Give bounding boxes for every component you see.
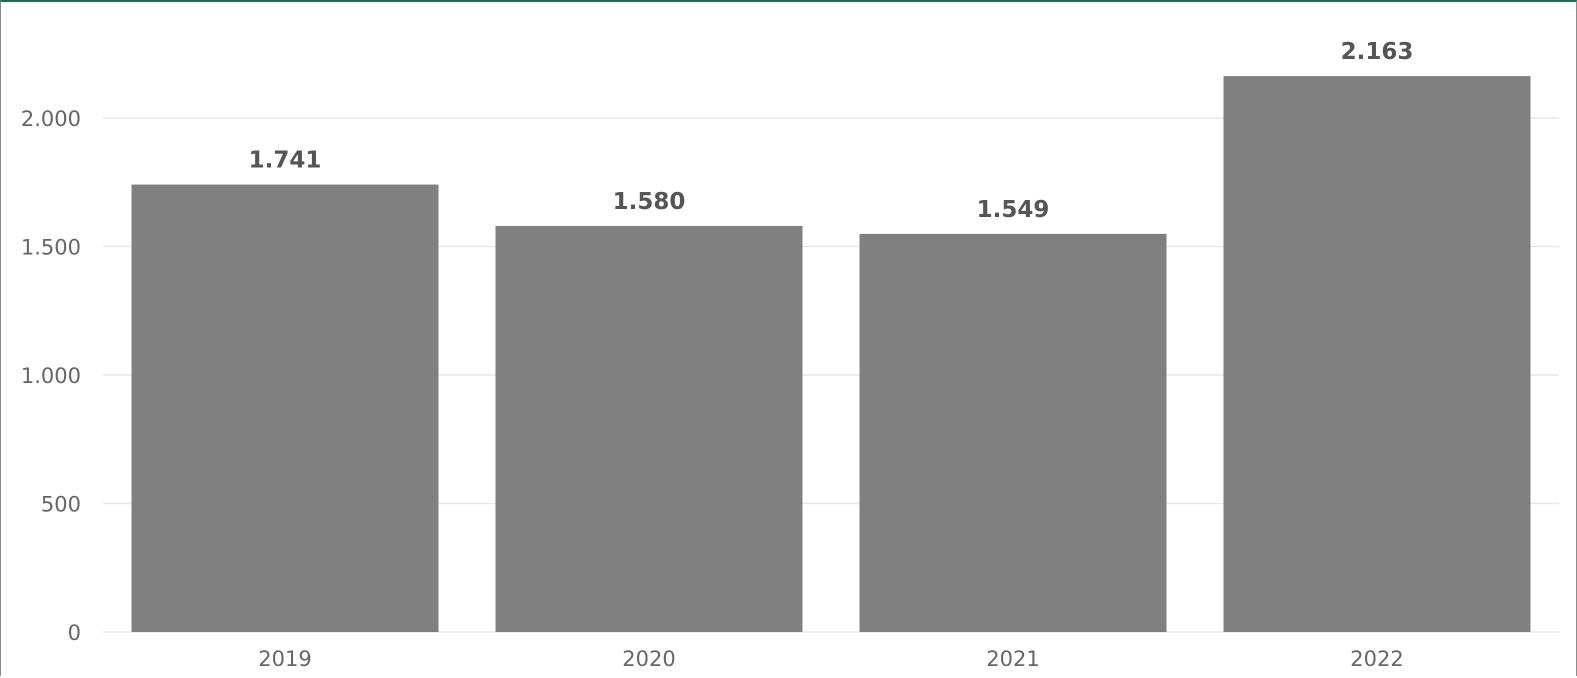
data-label-2022: 2.163	[1341, 39, 1414, 65]
y-tick-label-1000: 1.000	[21, 364, 81, 388]
x-tick-label-2020: 2020	[622, 647, 675, 671]
x-tick-label-2021: 2021	[986, 647, 1039, 671]
data-label-2021: 1.549	[977, 197, 1050, 223]
x-axis-category-labels: 2019 2020 2021 2022	[258, 647, 1403, 671]
y-tick-label-1500: 1.500	[21, 236, 81, 260]
bar-2019[interactable]	[131, 184, 439, 633]
y-tick-label-500: 500	[41, 493, 81, 517]
data-label-2020: 1.580	[613, 189, 686, 215]
y-axis-tick-labels: 0 500 1.000 1.500 2.000	[21, 107, 81, 645]
bar-2022[interactable]	[1223, 76, 1531, 632]
bar-2020[interactable]	[495, 225, 803, 632]
bars	[131, 76, 1531, 633]
y-tick-label-2000: 2.000	[21, 107, 81, 131]
data-label-2019: 1.741	[249, 148, 322, 174]
x-tick-label-2019: 2019	[258, 647, 311, 671]
y-tick-label-0: 0	[68, 621, 81, 645]
data-labels: 1.741 1.580 1.549 2.163	[249, 39, 1414, 223]
x-tick-label-2022: 2022	[1350, 647, 1403, 671]
bar-2021[interactable]	[859, 233, 1167, 633]
